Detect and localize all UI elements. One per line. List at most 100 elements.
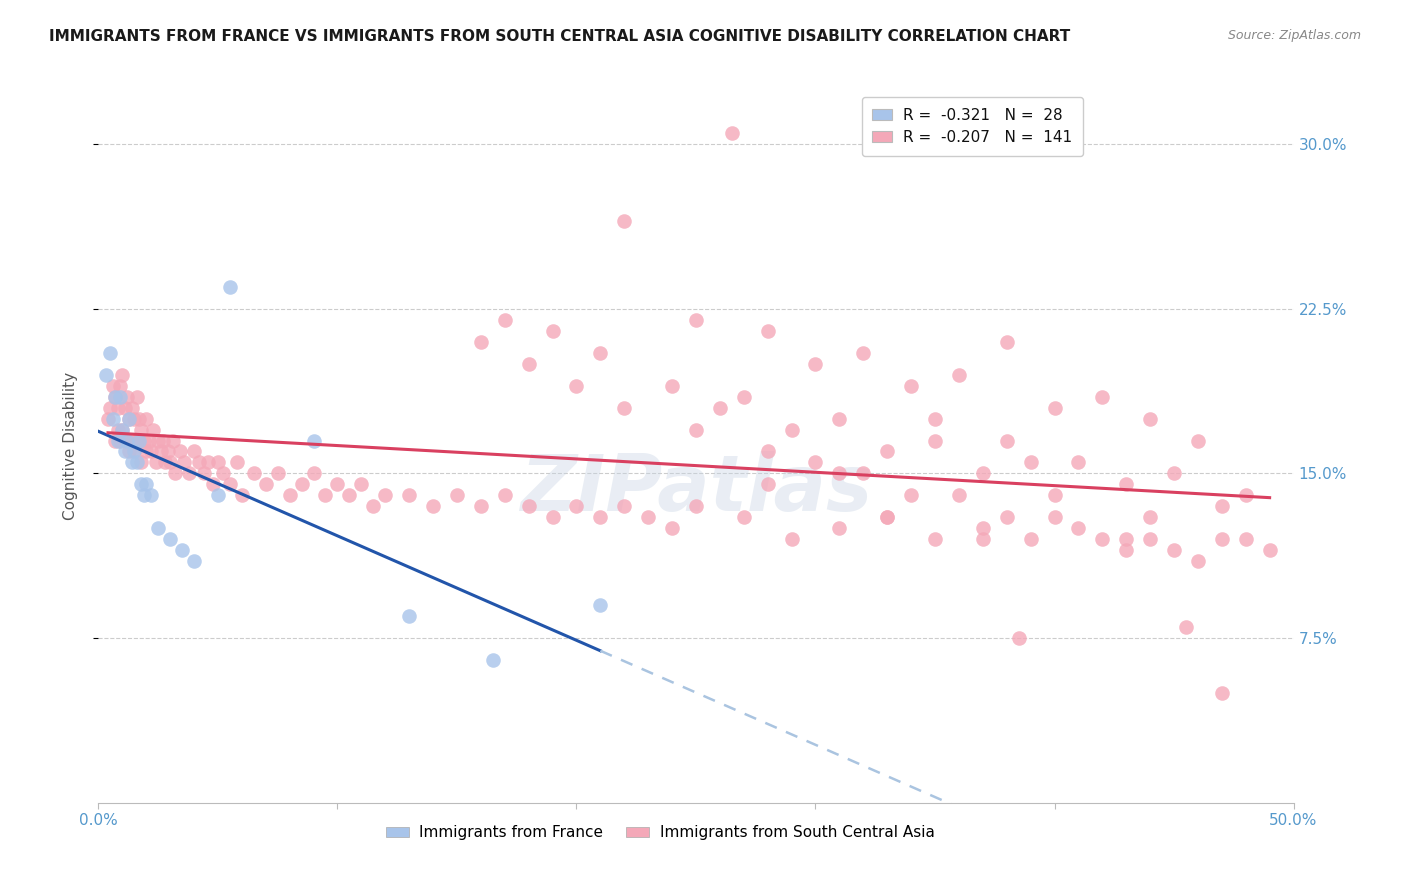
Text: IMMIGRANTS FROM FRANCE VS IMMIGRANTS FROM SOUTH CENTRAL ASIA COGNITIVE DISABILIT: IMMIGRANTS FROM FRANCE VS IMMIGRANTS FRO… bbox=[49, 29, 1070, 44]
Point bbox=[613, 214, 636, 228]
Point bbox=[948, 488, 970, 502]
Point bbox=[1163, 543, 1185, 558]
Point bbox=[517, 357, 540, 371]
Point bbox=[1211, 686, 1233, 700]
Point bbox=[148, 434, 170, 448]
Point bbox=[339, 488, 361, 502]
Point bbox=[470, 334, 492, 349]
Point bbox=[1019, 533, 1042, 547]
Point bbox=[780, 533, 803, 547]
Point bbox=[139, 444, 162, 458]
Point bbox=[1091, 533, 1114, 547]
Point bbox=[565, 500, 588, 514]
Point bbox=[107, 434, 129, 448]
Point bbox=[135, 477, 157, 491]
Point bbox=[828, 411, 851, 425]
Point bbox=[115, 390, 138, 404]
Point bbox=[131, 423, 153, 437]
Point bbox=[135, 411, 157, 425]
Point bbox=[685, 423, 707, 437]
Point bbox=[125, 390, 148, 404]
Point bbox=[131, 455, 153, 469]
Point bbox=[243, 467, 266, 481]
Point bbox=[924, 533, 946, 547]
Point bbox=[121, 401, 143, 415]
Point bbox=[155, 455, 177, 469]
Point bbox=[494, 488, 516, 502]
Point bbox=[900, 378, 922, 392]
Point bbox=[876, 444, 898, 458]
Point bbox=[138, 434, 160, 448]
Point bbox=[193, 467, 215, 481]
Point bbox=[1067, 521, 1090, 535]
Point bbox=[111, 423, 134, 437]
Point bbox=[589, 598, 612, 612]
Point bbox=[104, 390, 127, 404]
Point bbox=[114, 444, 136, 458]
Point bbox=[183, 554, 205, 568]
Point bbox=[1043, 401, 1066, 415]
Point bbox=[756, 444, 779, 458]
Point bbox=[481, 653, 505, 667]
Point bbox=[169, 444, 191, 458]
Point bbox=[231, 488, 253, 502]
Point bbox=[637, 510, 659, 524]
Point bbox=[124, 444, 146, 458]
Point bbox=[1211, 533, 1233, 547]
Point bbox=[162, 434, 184, 448]
Point bbox=[804, 455, 827, 469]
Y-axis label: Cognitive Disability: Cognitive Disability bbox=[63, 372, 77, 520]
Point bbox=[125, 455, 148, 469]
Point bbox=[1187, 554, 1209, 568]
Point bbox=[115, 434, 138, 448]
Point bbox=[804, 357, 827, 371]
Point bbox=[254, 477, 277, 491]
Point bbox=[446, 488, 468, 502]
Point bbox=[179, 467, 201, 481]
Point bbox=[517, 500, 540, 514]
Point bbox=[1211, 500, 1233, 514]
Point bbox=[267, 467, 290, 481]
Point bbox=[156, 444, 179, 458]
Point bbox=[972, 467, 994, 481]
Point bbox=[828, 467, 851, 481]
Point bbox=[876, 510, 898, 524]
Point bbox=[494, 312, 516, 326]
Point bbox=[721, 126, 744, 140]
Point bbox=[948, 368, 970, 382]
Point bbox=[108, 390, 131, 404]
Point bbox=[589, 510, 612, 524]
Legend: Immigrants from France, Immigrants from South Central Asia: Immigrants from France, Immigrants from … bbox=[380, 820, 941, 847]
Point bbox=[104, 390, 127, 404]
Point bbox=[107, 423, 129, 437]
Point bbox=[104, 434, 127, 448]
Point bbox=[876, 510, 898, 524]
Point bbox=[972, 533, 994, 547]
Point bbox=[1019, 455, 1042, 469]
Point bbox=[145, 455, 167, 469]
Point bbox=[135, 444, 157, 458]
Point bbox=[118, 411, 141, 425]
Point bbox=[613, 500, 636, 514]
Point bbox=[733, 510, 755, 524]
Point bbox=[98, 345, 122, 359]
Point bbox=[589, 345, 612, 359]
Point bbox=[94, 368, 117, 382]
Point bbox=[101, 378, 124, 392]
Text: Source: ZipAtlas.com: Source: ZipAtlas.com bbox=[1227, 29, 1361, 42]
Point bbox=[115, 434, 138, 448]
Point bbox=[1234, 533, 1257, 547]
Point bbox=[1258, 543, 1281, 558]
Point bbox=[350, 477, 373, 491]
Text: ZIPatlas: ZIPatlas bbox=[520, 450, 872, 527]
Point bbox=[1175, 620, 1198, 634]
Point bbox=[1139, 510, 1161, 524]
Point bbox=[207, 455, 229, 469]
Point bbox=[159, 533, 181, 547]
Point bbox=[114, 401, 136, 415]
Point bbox=[1043, 488, 1066, 502]
Point bbox=[101, 411, 124, 425]
Point bbox=[131, 477, 153, 491]
Point bbox=[139, 488, 162, 502]
Point bbox=[142, 423, 165, 437]
